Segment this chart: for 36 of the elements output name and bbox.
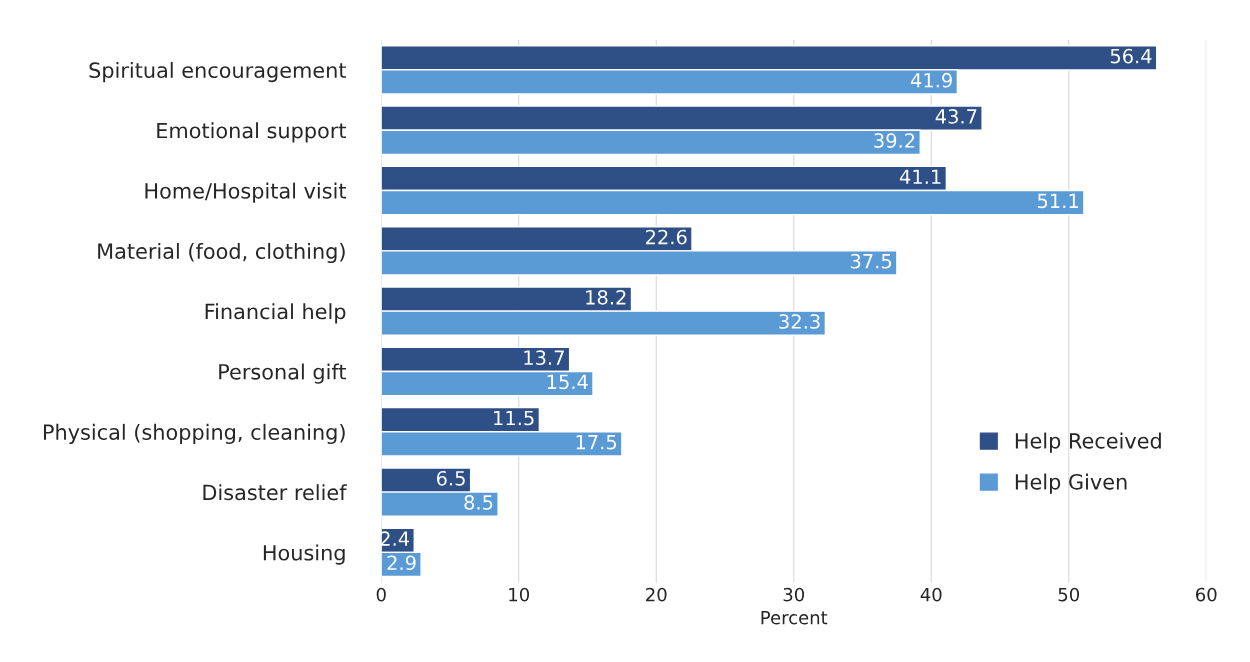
x-tick-label: 0 <box>376 587 386 602</box>
data-label: 37.5 <box>850 253 892 269</box>
x-tick-label: 40 <box>920 587 942 602</box>
data-label: 41.1 <box>899 169 941 184</box>
data-label: 32.3 <box>779 314 820 329</box>
legend-label: Help Received <box>1015 432 1161 453</box>
y-tick-label: Home/Hospital visit <box>145 182 347 203</box>
y-tick-label: Disaster relief <box>203 484 347 501</box>
x-tick-label: 10 <box>509 587 530 602</box>
data-label: 6.5 <box>436 470 465 486</box>
x-tick-label: 60 <box>1196 587 1217 602</box>
data-label: 41.9 <box>910 72 952 88</box>
data-label: 22.6 <box>646 229 687 245</box>
data-label: 13.7 <box>524 350 564 366</box>
data-label: 43.7 <box>935 109 977 124</box>
data-label: 39.2 <box>874 133 915 148</box>
legend-label: Help Given <box>1015 473 1127 494</box>
data-label: 2.9 <box>387 555 416 571</box>
y-tick-label: Personal gift <box>219 363 347 384</box>
data-label: 18.2 <box>586 290 626 305</box>
y-tick-label: Financial help <box>205 303 346 324</box>
y-tick-label: Physical (shopping, cleaning) <box>43 423 345 445</box>
data-label: 17.5 <box>576 435 617 450</box>
data-label: 11.5 <box>494 410 534 426</box>
x-axis-title: Percent <box>761 611 828 625</box>
x-tick-label: 30 <box>783 587 805 602</box>
data-label: 51.1 <box>1037 193 1078 209</box>
data-label: 8.5 <box>464 495 493 510</box>
y-tick-label: Emotional support <box>157 122 347 143</box>
x-tick-label: 50 <box>1058 587 1080 602</box>
data-label: 56.4 <box>1110 48 1152 64</box>
x-tick-label: 20 <box>646 587 667 602</box>
y-tick-label: Material (food, clothing) <box>98 242 345 264</box>
data-label: 15.4 <box>547 374 588 390</box>
y-tick-label: Housing <box>263 544 345 565</box>
y-tick-label: Spiritual encouragement <box>89 61 347 83</box>
